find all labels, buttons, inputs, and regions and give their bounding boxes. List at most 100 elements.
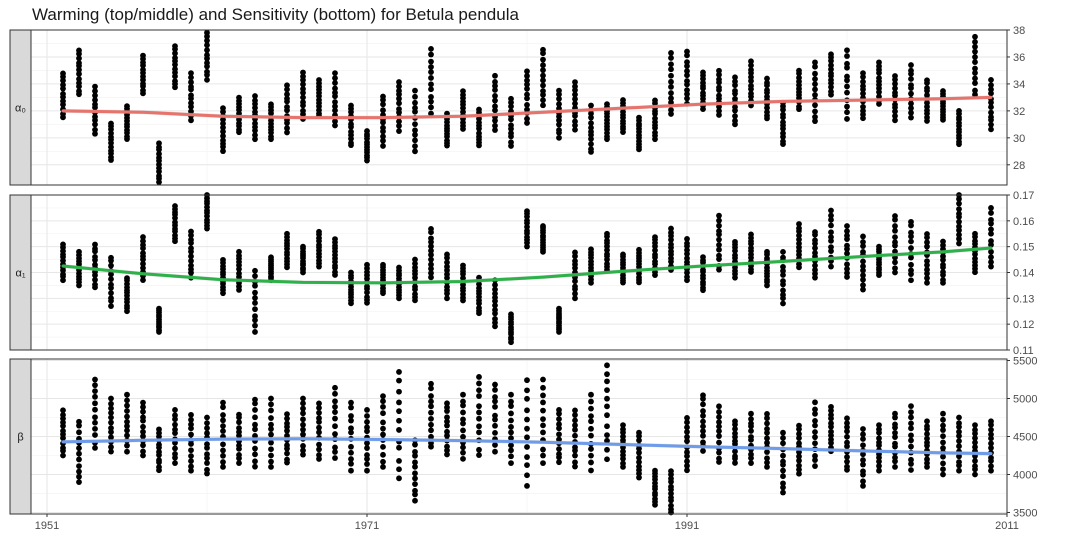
data-point [572,407,578,414]
data-point [172,232,178,239]
data-point [988,216,994,223]
data-point [108,254,114,261]
data-point [476,415,482,422]
data-point [796,431,802,437]
data-point [284,411,290,418]
data-point [252,120,258,127]
data-point [572,96,578,102]
data-point [876,467,882,474]
data-point [844,415,850,422]
data-point [252,267,258,274]
facet-strip [9,29,32,186]
data-point [268,415,274,421]
data-point [380,419,386,426]
data-point [108,444,114,450]
data-point [892,239,898,246]
data-point [860,478,866,485]
y-tick-label: 0.15 [1013,242,1034,254]
data-point [508,410,514,417]
data-point [204,466,210,473]
data-point [268,446,274,453]
data-point [764,439,770,446]
data-point [940,433,946,440]
data-point [460,420,466,427]
data-point [172,445,178,452]
data-point [428,58,434,65]
data-point [700,408,706,414]
data-point [716,71,722,78]
facet-strip [9,194,32,351]
data-point [412,291,418,298]
data-point [492,394,498,400]
data-point [588,391,594,398]
data-point [396,417,402,424]
data-point [892,117,898,124]
data-point [172,66,178,73]
data-point [60,412,66,418]
data-point [684,273,690,280]
data-point [588,413,594,420]
data-point [316,452,322,458]
data-point [428,393,434,399]
data-point [172,43,178,50]
data-point [108,120,114,127]
data-point [924,258,930,265]
data-point [332,415,338,422]
data-point [556,431,562,438]
data-point [236,451,242,458]
data-point [540,88,546,94]
data-point [668,483,674,490]
data-point [572,249,578,256]
data-point [956,206,962,213]
data-point [236,94,242,101]
data-point [412,475,418,482]
data-point [924,456,930,463]
data-point [300,107,306,114]
data-point [236,411,242,418]
data-point [636,459,642,466]
data-point [124,397,130,404]
data-point [908,100,914,107]
data-point [908,403,914,410]
data-point [172,412,178,419]
data-point [92,393,98,400]
data-point [860,286,866,293]
data-point [428,104,434,111]
data-point [364,407,370,413]
data-point [252,426,258,433]
data-point [220,404,226,411]
data-point [108,295,114,302]
data-point [300,400,306,407]
data-point [76,55,82,62]
data-point [892,108,898,115]
data-point [668,95,674,102]
data-point [844,232,850,239]
data-point [940,466,946,473]
data-point [428,403,434,410]
facet-strip-label: α₀ [15,103,26,115]
data-point [956,433,962,439]
data-point [348,399,354,406]
data-point [780,263,786,270]
data-point [988,230,994,237]
data-point [396,388,402,395]
data-point [332,269,338,276]
data-point [892,454,898,461]
data-point [604,378,610,385]
data-point [764,109,770,116]
data-point [636,463,642,470]
data-point [380,403,386,410]
data-point [732,460,738,466]
data-point [940,88,946,94]
data-point [732,426,738,432]
data-point [188,416,194,423]
facet-strip [9,358,32,515]
data-point [716,76,722,83]
data-point [860,461,866,468]
data-point [780,440,786,447]
data-point [284,230,290,237]
data-point [412,260,418,267]
data-point [476,423,482,430]
data-point [940,416,946,423]
data-point [908,277,914,284]
